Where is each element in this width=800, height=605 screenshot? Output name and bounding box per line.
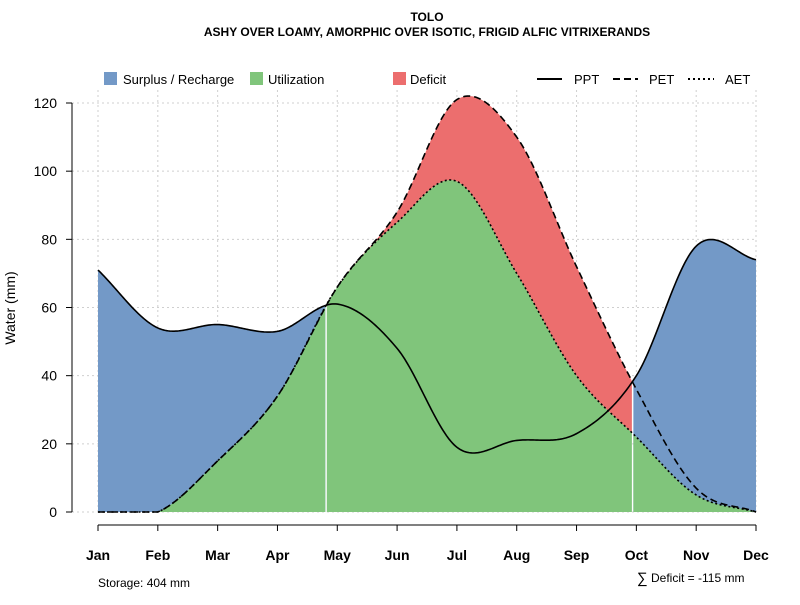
- legend-label-pet: PET: [649, 72, 674, 87]
- legend-swatch-utilization: [250, 72, 263, 85]
- deficit-area: [338, 96, 632, 433]
- legend-label-aet: AET: [725, 72, 750, 87]
- x-tick-label: Mar: [205, 547, 230, 563]
- y-tick-labels: 0 20 40 60 80 100 120: [34, 95, 72, 520]
- utilization-area-overlap: [98, 307, 756, 512]
- x-tick-label: May: [324, 547, 351, 563]
- storage-annotation: Storage: 404 mm: [98, 576, 190, 590]
- series-line-pet: [98, 95, 757, 513]
- legend-label-deficit: Deficit: [410, 72, 447, 87]
- series-line-ppt: [97, 238, 757, 454]
- chart-subtitle: ASHY OVER LOAMY, AMORPHIC OVER ISOTIC, F…: [204, 25, 650, 39]
- x-tick-label: Apr: [265, 547, 290, 563]
- x-tick-label: Jan: [86, 547, 110, 563]
- x-tick-label: Sep: [564, 547, 590, 563]
- x-tick-label: Nov: [683, 547, 710, 563]
- y-tick-label: 40: [41, 368, 57, 384]
- x-tick-labels: Jan Feb Mar Apr May Jun Jul Aug Sep Oct Nov Dec: [86, 525, 769, 563]
- legend-label-surplus: Surplus / Recharge: [123, 72, 234, 87]
- chart-title: TOLO: [410, 10, 443, 24]
- legend-swatch-surplus: [104, 72, 117, 85]
- legend-label-ppt: PPT: [574, 72, 599, 87]
- deficit-annotation: Deficit = -115 mm: [651, 571, 744, 585]
- legend: Surplus / Recharge Utilization Deficit P…: [104, 72, 750, 87]
- x-tick-label: Jun: [385, 547, 410, 563]
- y-tick-label: 80: [41, 231, 57, 247]
- y-tick-label: 0: [49, 504, 57, 520]
- y-tick-label: 120: [34, 95, 58, 111]
- y-axis-label: Water (mm): [2, 271, 18, 344]
- legend-swatch-deficit: [393, 72, 406, 85]
- y-tick-label: 20: [41, 436, 57, 452]
- x-tick-label: Oct: [625, 547, 649, 563]
- y-tick-label: 60: [41, 300, 57, 316]
- x-tick-label: Jul: [447, 547, 467, 563]
- deficit-sum-icon: ∑: [637, 570, 648, 587]
- series-line-aet: [98, 179, 757, 513]
- x-tick-label: Dec: [743, 547, 769, 563]
- y-tick-label: 100: [34, 163, 58, 179]
- x-tick-label: Aug: [503, 547, 530, 563]
- x-tick-label: Feb: [145, 547, 170, 563]
- utilization-area: [326, 179, 632, 513]
- series-lines: [97, 95, 757, 513]
- legend-label-utilization: Utilization: [268, 72, 324, 87]
- area-fills: [98, 96, 756, 513]
